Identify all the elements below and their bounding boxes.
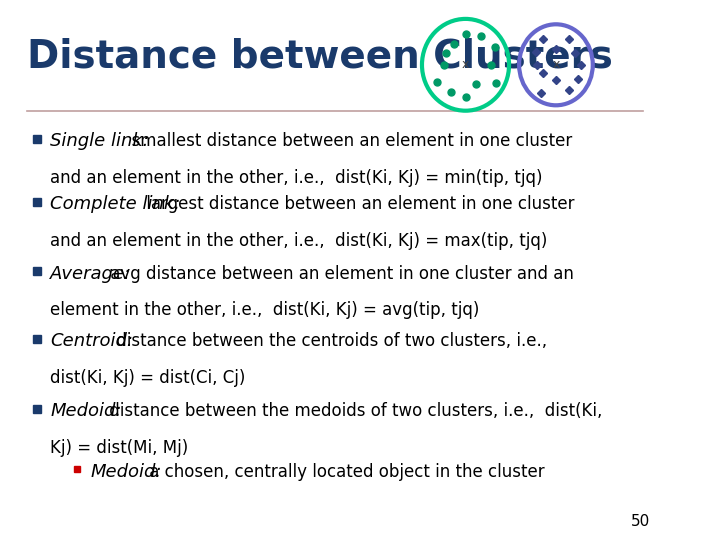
Text: Kj) = dist(Mi, Mj): Kj) = dist(Mi, Mj) bbox=[50, 439, 189, 457]
Text: avg distance between an element in one cluster and an: avg distance between an element in one c… bbox=[105, 265, 574, 282]
Text: distance between the centroids of two clusters, i.e.,: distance between the centroids of two cl… bbox=[110, 332, 546, 350]
Text: Distance between Clusters: Distance between Clusters bbox=[27, 38, 613, 76]
Text: and an element in the other, i.e.,  dist(Ki, Kj) = min(tip, tjq): and an element in the other, i.e., dist(… bbox=[50, 169, 543, 187]
Text: Average:: Average: bbox=[50, 265, 131, 282]
Text: a chosen, centrally located object in the cluster: a chosen, centrally located object in th… bbox=[144, 463, 544, 481]
Text: largest distance between an element in one cluster: largest distance between an element in o… bbox=[140, 195, 574, 213]
Text: Single link:: Single link: bbox=[50, 132, 149, 150]
Text: Centroid:: Centroid: bbox=[50, 332, 133, 350]
Text: Complete link:: Complete link: bbox=[50, 195, 181, 213]
Text: Medoid:: Medoid: bbox=[91, 463, 162, 481]
Text: x: x bbox=[552, 58, 559, 71]
Text: and an element in the other, i.e.,  dist(Ki, Kj) = max(tip, tjq): and an element in the other, i.e., dist(… bbox=[50, 232, 548, 250]
Text: x: x bbox=[462, 58, 469, 71]
Text: dist(Ki, Kj) = dist(Ci, Cj): dist(Ki, Kj) = dist(Ci, Cj) bbox=[50, 369, 246, 387]
Text: smallest distance between an element in one cluster: smallest distance between an element in … bbox=[120, 132, 572, 150]
Text: distance between the medoids of two clusters, i.e.,  dist(Ki,: distance between the medoids of two clus… bbox=[104, 402, 602, 420]
Text: 50: 50 bbox=[631, 514, 649, 529]
Text: element in the other, i.e.,  dist(Ki, Kj) = avg(tip, tjq): element in the other, i.e., dist(Ki, Kj)… bbox=[50, 301, 480, 319]
Text: Medoid:: Medoid: bbox=[50, 402, 122, 420]
